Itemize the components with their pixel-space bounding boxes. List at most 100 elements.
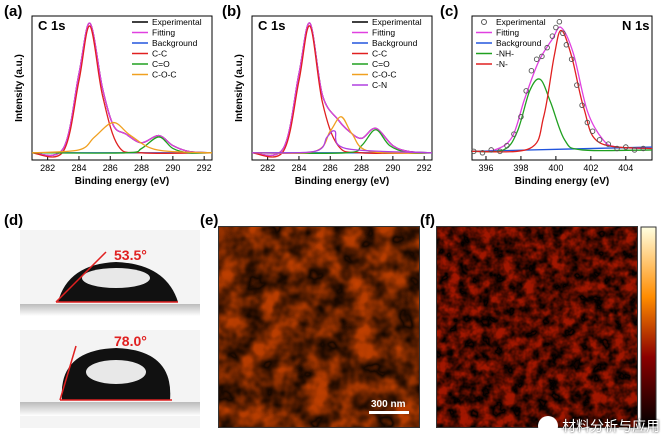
x-tick-label: 284	[71, 163, 86, 173]
series-line-fitting	[471, 26, 653, 153]
x-tick-label: 282	[40, 163, 55, 173]
data-point	[579, 102, 585, 109]
series-group	[470, 19, 653, 156]
panel-label-a: (a)	[4, 3, 23, 20]
legend-entry: C-C	[152, 49, 167, 59]
legend-entry: C-N	[372, 80, 387, 90]
plot-frame	[31, 15, 213, 161]
series-line-c-c	[31, 25, 213, 158]
scale-bar	[369, 411, 409, 414]
xps-chart-c1s-b: 282 284 286 288 290 292 Binding energy (eV) Int…	[234, 15, 433, 187]
data-point	[549, 33, 556, 39]
xps-chart-n1s-c: 396 398 400 402 404 Binding energy (eV) N 1s Ex…	[470, 15, 653, 187]
legend-entry: C=O	[152, 59, 170, 69]
x-tick-label: 398	[513, 163, 528, 173]
legend-entry: -N-	[496, 59, 508, 69]
wechat-icon	[538, 416, 558, 436]
legend-entry: C=O	[372, 59, 390, 69]
data-point	[556, 19, 563, 25]
series-group	[31, 22, 213, 158]
y-axis-label: Intensity (a.u.)	[234, 54, 245, 122]
series-line--n-	[471, 29, 653, 153]
tangent-2	[59, 345, 77, 401]
data-point	[574, 82, 580, 88]
substrate-2	[20, 402, 200, 416]
plot-frame	[251, 15, 433, 161]
data-point	[563, 42, 570, 48]
afm-image-f	[436, 226, 638, 428]
legend-entry: Experimental	[496, 17, 546, 27]
data-point	[605, 141, 612, 147]
y-axis-label: Intensity (a.u.)	[14, 54, 25, 122]
afm-image-e: 300 nm	[218, 226, 420, 428]
series-line-fitting	[251, 22, 433, 157]
x-tick-label: 400	[548, 163, 563, 173]
legend-entry: Experimental	[372, 17, 422, 27]
chart-title: C 1s	[38, 18, 65, 33]
panel-label-b: (b)	[222, 3, 242, 20]
legend-entry: Fitting	[372, 28, 395, 38]
contact-angle-2-label: 78.0°	[114, 333, 147, 349]
data-point	[488, 147, 494, 153]
data-point	[470, 148, 477, 155]
panel-label-e: (e)	[200, 212, 219, 229]
legend-marker	[481, 19, 487, 25]
x-tick-label: 284	[291, 163, 306, 173]
legend-entry: Background	[372, 38, 418, 48]
legend-entry: Background	[496, 38, 542, 48]
legend-entry: C-O-C	[372, 70, 397, 80]
droplet-1-highlight	[82, 268, 150, 288]
legend-entry: Fitting	[152, 28, 175, 38]
watermark: 材料分析与应用	[538, 414, 660, 438]
data-point	[553, 24, 559, 31]
x-tick-label: 288	[134, 163, 149, 173]
data-point	[523, 88, 529, 94]
series-group	[251, 22, 433, 158]
droplet-2-highlight	[86, 360, 146, 384]
x-tick-label: 290	[165, 163, 180, 173]
x-axis-label: Binding energy (eV)	[295, 176, 389, 187]
x-axis-label: Binding energy (eV)	[515, 176, 609, 187]
chart-title: C 1s	[258, 18, 285, 33]
substrate-1	[20, 304, 200, 316]
data-point	[528, 67, 535, 74]
panel-label-d: (d)	[4, 212, 24, 229]
data-point	[544, 44, 550, 51]
data-point	[568, 56, 575, 62]
data-point	[631, 147, 638, 153]
x-tick-label: 282	[260, 163, 275, 173]
x-tick-label: 292	[197, 163, 212, 173]
x-tick-label: 288	[354, 163, 369, 173]
contact-angle-panel: 53.5° 78.0°	[20, 230, 200, 428]
panel-label-f: (f)	[420, 212, 435, 229]
panel-label-c: (c)	[440, 3, 459, 20]
scale-bar-label: 300 nm	[371, 399, 406, 410]
legend-entry: Background	[152, 38, 198, 48]
legend-entry: C-C	[372, 49, 387, 59]
x-tick-label: 286	[323, 163, 338, 173]
data-point	[596, 137, 603, 143]
x-tick-label: 286	[103, 163, 118, 173]
data-point	[497, 148, 503, 155]
xps-chart-c1s-a: 282 284 286 288 290 292 Binding energy (eV) Int…	[14, 15, 213, 187]
x-tick-label: 396	[478, 163, 493, 173]
data-point	[504, 142, 510, 149]
x-tick-label: 402	[583, 163, 598, 173]
data-point	[589, 128, 596, 134]
legend-entry: -NH-	[496, 49, 514, 59]
data-point	[623, 144, 629, 150]
data-point	[584, 119, 591, 126]
series-line-c-o-c	[31, 121, 213, 154]
data-point	[533, 56, 540, 62]
data-point	[518, 114, 524, 120]
series-line-fitting	[31, 22, 213, 157]
data-point	[640, 145, 647, 152]
x-tick-label: 292	[417, 163, 432, 173]
legend-entry: C-O-C	[152, 70, 177, 80]
chart-title: N 1s	[622, 18, 649, 33]
x-axis-label: Binding energy (eV)	[75, 176, 169, 187]
legend-entry: Experimental	[152, 17, 202, 27]
x-tick-label: 404	[618, 163, 633, 173]
watermark-text: 材料分析与应用	[562, 419, 660, 435]
afm-color-scale	[640, 226, 657, 428]
